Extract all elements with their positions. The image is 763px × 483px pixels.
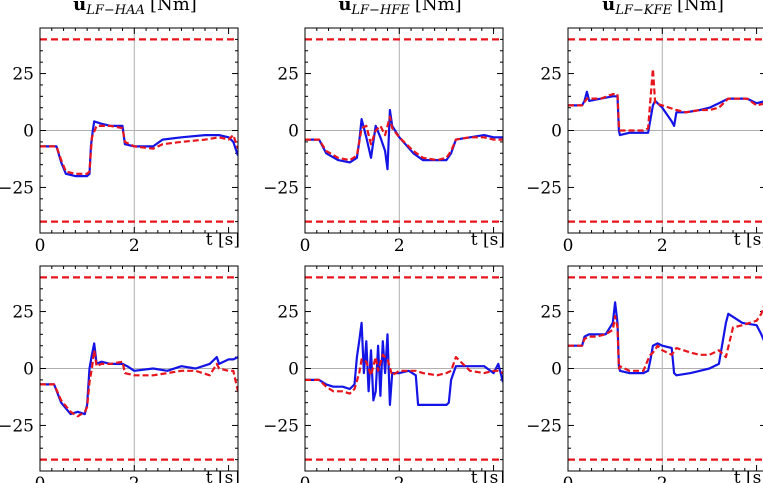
series-measured (305, 108, 503, 171)
panel-row1-hfe: 25 0 −25 0 2 t [s] (263, 27, 505, 256)
x-tick-label: 2 (394, 236, 405, 256)
y-tick-label: 25 (277, 303, 299, 323)
series-reference (305, 353, 503, 395)
series-measured (40, 120, 238, 178)
x-tick-label: 2 (129, 474, 140, 483)
y-tick-label: 25 (12, 303, 34, 323)
series-reference (305, 115, 503, 162)
x-axis-label: t [s] (206, 468, 240, 483)
series-measured (40, 342, 238, 416)
y-tick-label: −25 (263, 416, 299, 436)
panel-row2-hfe: 25 0 −25 0 2 t [s] (263, 265, 505, 483)
x-tick-label: 0 (300, 236, 311, 256)
x-axis-label: t [s] (206, 230, 240, 250)
plot-frame (304, 265, 504, 472)
y-tick-label: −25 (526, 416, 562, 436)
plot-frame (567, 265, 763, 472)
title-subscript: LF−HFE (350, 3, 410, 18)
series-measured (305, 321, 503, 406)
x-tick-label: 2 (394, 474, 405, 483)
series-measured (568, 90, 763, 137)
title-symbol: u (73, 0, 86, 15)
title-symbol: u (602, 0, 615, 15)
y-tick-label: 25 (540, 65, 562, 85)
plot-frame (567, 27, 763, 234)
series-reference (568, 67, 763, 132)
x-axis-label: t [s] (471, 230, 505, 250)
series-reference (40, 349, 238, 418)
y-tick-label: 0 (551, 360, 562, 380)
y-tick-label: −25 (526, 178, 562, 198)
x-tick-label: 0 (563, 236, 574, 256)
plot-frame (39, 265, 239, 472)
x-tick-label: 0 (300, 474, 311, 483)
column-title: uLF−HAA [Nm] (73, 0, 197, 18)
y-tick-label: 0 (288, 360, 299, 380)
x-tick-label: 2 (129, 236, 140, 256)
title-unit: [Nm] (415, 0, 462, 15)
panel-row1-kfe: 25 0 −25 0 2 t [s] (526, 27, 763, 256)
x-tick-label: 0 (35, 474, 46, 483)
panel-row2-kfe: 25 0 −25 0 2 t [s] (526, 265, 763, 483)
y-tick-label: 25 (540, 303, 562, 323)
plot-frame (304, 27, 504, 234)
series-measured (568, 301, 763, 377)
x-axis-label: t [s] (734, 230, 763, 250)
x-tick-label: 2 (657, 236, 668, 256)
x-tick-label: 0 (563, 474, 574, 483)
title-subscript: LF−HAA (85, 3, 145, 18)
x-tick-label: 0 (35, 236, 46, 256)
panel-row2-haa: 25 0 −25 0 2 t [s] (0, 265, 240, 483)
series-reference (40, 124, 238, 175)
title-subscript: LF−KFE (614, 3, 672, 18)
y-tick-label: 0 (23, 122, 34, 142)
x-axis-label: t [s] (471, 468, 505, 483)
column-title: uLF−KFE [Nm] (602, 0, 724, 18)
y-tick-label: 25 (277, 65, 299, 85)
title-unit: [Nm] (677, 0, 724, 15)
y-tick-label: −25 (0, 416, 34, 436)
y-tick-label: 0 (551, 122, 562, 142)
title-symbol: u (338, 0, 351, 15)
x-axis-label: t [s] (734, 468, 763, 483)
plot-frame (39, 27, 239, 234)
y-tick-label: 0 (23, 360, 34, 380)
y-tick-label: −25 (263, 178, 299, 198)
title-unit: [Nm] (150, 0, 197, 15)
y-tick-label: −25 (0, 178, 34, 198)
series-reference (568, 305, 763, 372)
column-title: uLF−HFE [Nm] (338, 0, 461, 18)
y-tick-label: 0 (288, 122, 299, 142)
y-tick-label: 25 (12, 65, 34, 85)
panel-row1-haa: 25 0 −25 0 2 t [s] (0, 27, 240, 256)
x-tick-label: 2 (657, 474, 668, 483)
